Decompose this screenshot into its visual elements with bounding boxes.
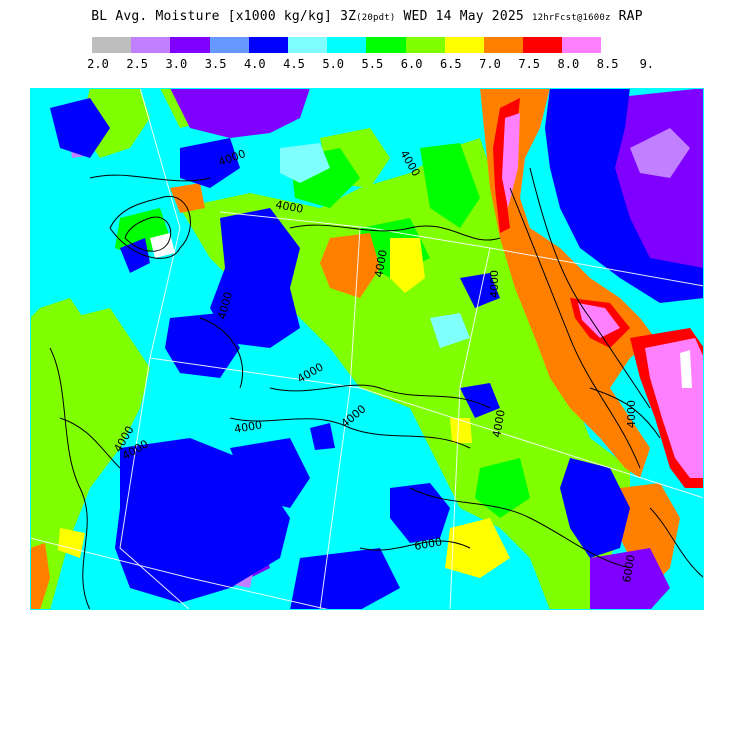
fill-8-5: [150, 233, 692, 388]
legend-tick-label: 7.5: [518, 57, 541, 71]
legend-swatch: [523, 37, 563, 53]
state-boundaries: [30, 88, 704, 610]
contour-label: 4000: [233, 418, 263, 436]
contour-label: 4000: [274, 198, 304, 216]
legend-tick-labels: 2.0 2.5 3.0 3.5 4.0 4.5 5.0 5.5 6.0 6.5 7.0 7.5 8.0 8…: [0, 57, 734, 73]
legend-swatch: [209, 37, 249, 53]
legend-tick-label: 9.: [639, 57, 655, 71]
fill-7-0: [30, 88, 680, 610]
legend-swatch: [170, 37, 210, 53]
color-legend: [92, 37, 602, 53]
fill-6-5: [58, 238, 510, 578]
legend-tick-label: 8.0: [557, 57, 580, 71]
parameter-label: BL Avg. Moisture [x1000 kg/kg]: [91, 9, 333, 24]
legend-tick-label: 2.5: [126, 57, 149, 71]
legend-tick-label: 6.0: [400, 57, 423, 71]
legend-tick-label: 4.5: [283, 57, 305, 71]
contour-label: 6000: [413, 535, 443, 553]
legend-swatch: [366, 37, 406, 53]
legend-tick-label: 2.0: [87, 57, 109, 71]
contour-label: 4000: [625, 400, 638, 428]
legend-swatch: [327, 37, 367, 53]
legend-tick-label: 4.0: [243, 57, 266, 71]
valid-time: 3Z: [340, 9, 357, 24]
map-frame: [30, 88, 704, 610]
valid-local-time: (20pdt): [356, 13, 396, 23]
legend-swatch: [405, 37, 445, 53]
forecast-init: 12hrFcst@1600z: [531, 13, 611, 23]
contour-label: 4000: [490, 409, 508, 439]
legend-tick-label: 3.5: [204, 57, 227, 71]
legend-tick-label: 3.0: [165, 57, 188, 71]
legend-swatch: [248, 37, 288, 53]
legend-tick-label: 5.0: [322, 57, 345, 71]
moisture-map: 4000 4000 4000 4000 4000 4000 4000 4000 …: [30, 88, 704, 610]
legend-swatch: [287, 37, 328, 53]
legend-swatch: [483, 37, 524, 53]
contour-label: 6000: [620, 554, 638, 584]
legend-tick-label: 7.0: [479, 57, 501, 71]
legend-swatch: [444, 37, 484, 53]
fill-4-5: [280, 143, 470, 348]
contour-label: 4000: [372, 249, 390, 279]
forecast-date: WED 14 May 2025: [403, 9, 524, 24]
model-name: RAP: [618, 9, 643, 24]
legend-swatch: [131, 37, 171, 53]
map-title: BL Avg. Moisture [x1000 kg/kg] 3Z(20pdt)…: [0, 9, 734, 24]
contour-label: 4000: [488, 270, 501, 298]
contour-lines: [49, 167, 704, 610]
legend-swatch: [562, 37, 602, 53]
legend-tick-label: 8.5: [596, 57, 619, 71]
legend-tick-label: 5.5: [361, 57, 384, 71]
legend-tick-label: 6.5: [439, 57, 462, 71]
fill-4-0: [50, 88, 704, 610]
legend-swatch: [92, 37, 132, 53]
